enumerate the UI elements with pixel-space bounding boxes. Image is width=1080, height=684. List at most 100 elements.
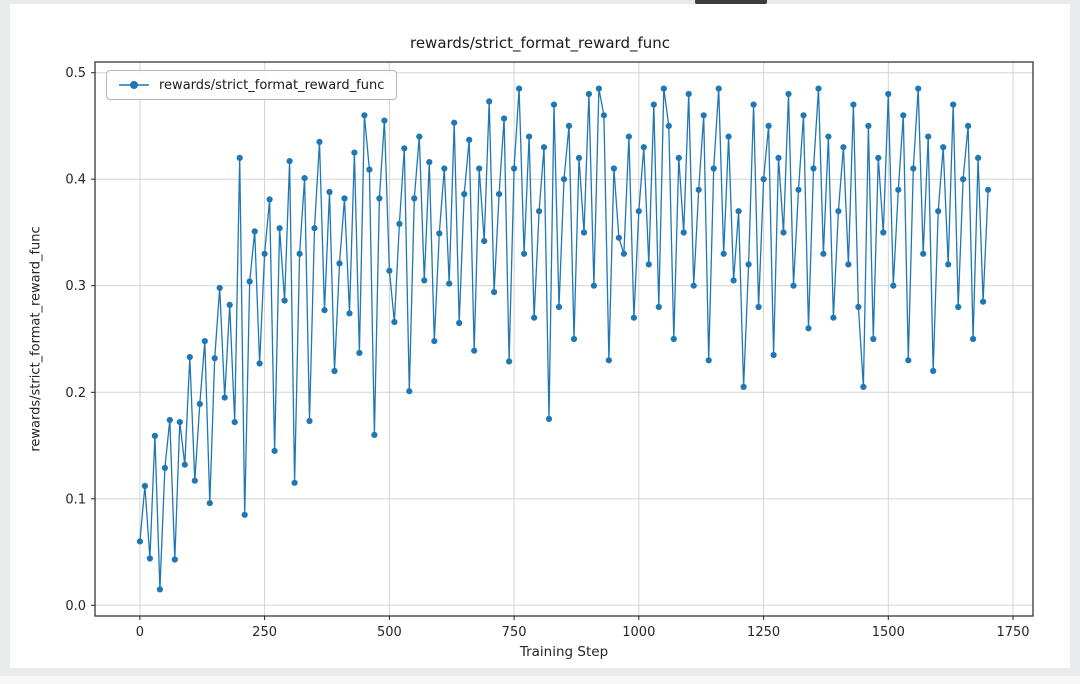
data-point	[331, 367, 338, 375]
data-point	[186, 354, 193, 361]
y-tick-label: 0.2	[65, 386, 86, 401]
data-point	[256, 360, 263, 367]
data-point	[216, 284, 223, 291]
x-tick-label: 0	[136, 625, 144, 640]
data-point	[526, 133, 533, 140]
data-point	[241, 511, 248, 518]
data-point	[645, 261, 652, 268]
data-point	[411, 195, 418, 202]
data-point	[845, 261, 852, 268]
data-point	[875, 154, 882, 161]
data-point	[226, 301, 233, 308]
data-point	[985, 186, 992, 193]
data-point	[271, 447, 278, 454]
data-point	[940, 144, 947, 151]
data-point	[665, 122, 672, 129]
data-point	[496, 191, 503, 198]
data-point	[136, 538, 143, 545]
data-point	[625, 133, 633, 140]
data-point	[521, 250, 528, 257]
x-tick-label: 1750	[996, 625, 1029, 640]
data-point	[286, 158, 293, 165]
data-point	[346, 310, 353, 317]
data-point	[680, 229, 687, 236]
chart-canvas: 0 250 500 750 1000 1250 1500 1750 0.0 0.1 0.2 0.3 0.…	[65, 61, 1034, 640]
x-axis-label: Training Step	[519, 644, 609, 660]
data-point	[870, 335, 877, 343]
data-point	[276, 225, 283, 232]
data-point	[895, 186, 902, 193]
data-point	[161, 464, 168, 471]
y-tick-label: 0.4	[65, 173, 86, 188]
data-point	[695, 186, 702, 193]
data-point	[421, 277, 428, 284]
data-point	[585, 90, 593, 98]
data-point	[201, 338, 208, 345]
data-point	[575, 154, 583, 161]
data-point	[326, 188, 333, 196]
data-point	[491, 289, 498, 296]
data-point	[246, 278, 253, 285]
data-point	[466, 136, 473, 143]
data-point	[371, 431, 378, 438]
data-point	[221, 394, 228, 401]
data-point	[855, 303, 862, 311]
y-tick-label: 0.1	[65, 492, 86, 507]
data-point	[960, 176, 967, 183]
data-point	[471, 347, 478, 354]
data-point	[650, 101, 657, 108]
data-point	[191, 477, 198, 484]
x-tick-label: 1250	[747, 625, 780, 640]
data-point	[456, 319, 463, 327]
data-point	[176, 419, 183, 426]
data-point	[386, 267, 393, 274]
top-edge-artifact	[695, 0, 767, 5]
data-point	[236, 154, 243, 161]
data-point	[775, 154, 782, 161]
data-point	[685, 90, 692, 98]
data-point	[835, 208, 842, 215]
data-point	[925, 133, 932, 140]
data-point	[560, 176, 568, 183]
data-point	[351, 149, 358, 156]
data-point	[730, 277, 737, 284]
data-point	[830, 314, 837, 321]
data-point	[441, 165, 448, 172]
data-point	[476, 165, 483, 172]
data-point	[690, 282, 697, 289]
data-point	[396, 220, 403, 227]
x-tick-label: 500	[377, 625, 402, 640]
data-point	[401, 145, 408, 152]
data-point	[540, 144, 548, 151]
data-point	[900, 112, 907, 119]
data-point	[795, 186, 802, 193]
data-point	[251, 228, 258, 235]
data-point	[501, 115, 508, 122]
data-point	[461, 191, 468, 198]
data-point	[970, 335, 977, 343]
data-point	[605, 357, 613, 364]
data-point	[570, 335, 578, 343]
data-point	[615, 234, 623, 241]
y-tick-label: 0.3	[65, 279, 86, 294]
data-point	[935, 208, 942, 215]
legend-label: rewards/strict_format_reward_func	[159, 77, 385, 93]
data-point	[141, 482, 148, 490]
data-point	[920, 250, 927, 257]
data-point	[301, 175, 308, 182]
data-point	[321, 307, 328, 314]
data-point	[760, 176, 767, 183]
data-point	[675, 154, 682, 161]
data-point	[171, 556, 178, 563]
x-tick-label: 750	[502, 625, 527, 640]
data-point	[446, 280, 453, 287]
data-point	[511, 165, 518, 172]
plot-border	[94, 61, 1034, 617]
data-point	[590, 282, 598, 289]
data-point	[800, 112, 807, 119]
data-point	[710, 165, 717, 172]
data-point	[810, 165, 817, 172]
data-point	[600, 112, 608, 119]
data-point	[416, 133, 423, 140]
data-point	[516, 85, 523, 92]
